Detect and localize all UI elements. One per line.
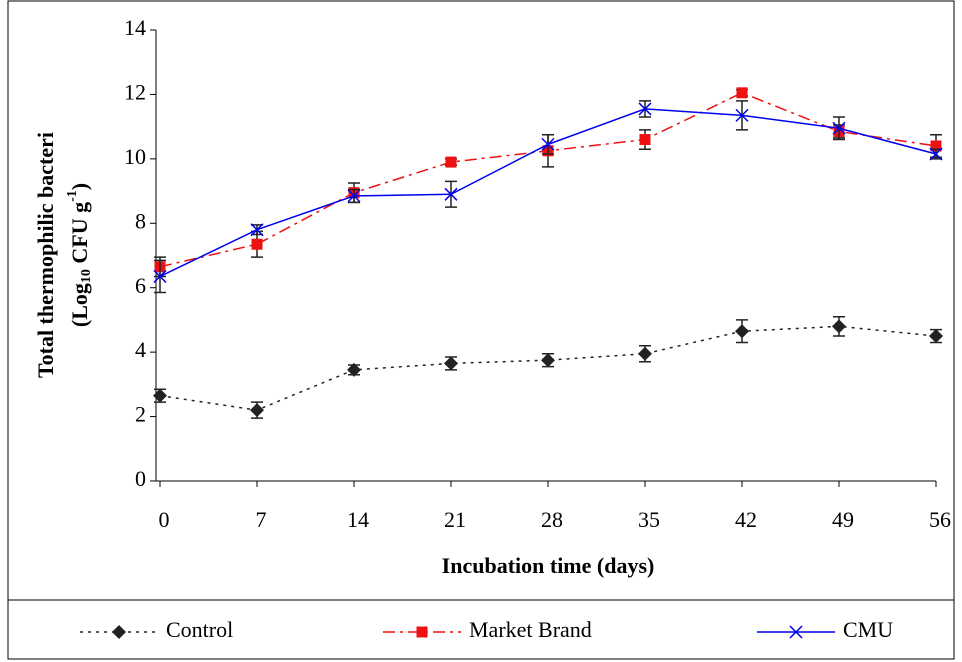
- series-line: [159, 91, 937, 268]
- marker: [251, 238, 263, 250]
- x-tick-label: 56: [929, 507, 951, 532]
- x-tick-label: 0: [159, 507, 170, 532]
- y-title-sup: -1: [65, 190, 80, 202]
- marker: [638, 346, 652, 361]
- y-tick-label: 10: [124, 144, 146, 169]
- marker: [541, 137, 555, 151]
- legend-marker: [416, 626, 428, 638]
- x-tick-label: 35: [638, 507, 660, 532]
- marker: [541, 353, 555, 368]
- marker: [153, 388, 167, 403]
- marker: [444, 356, 458, 371]
- y-tick-label: 12: [124, 79, 146, 104]
- y-tick-label: 4: [135, 337, 146, 362]
- y-tick-label: 8: [135, 208, 146, 233]
- marker: [444, 187, 458, 201]
- marker: [347, 189, 361, 203]
- y-title-part: ): [67, 183, 92, 190]
- y-title-part: CFU g: [67, 202, 92, 269]
- y-title-sub: 10: [79, 269, 94, 283]
- legend-marker: [112, 625, 126, 639]
- marker: [832, 319, 846, 334]
- marker: [250, 403, 264, 418]
- marker: [250, 223, 264, 237]
- marker: [638, 102, 652, 116]
- series-line: [159, 325, 937, 411]
- y-axis-title-2: (Log10 CFU g-1): [65, 183, 94, 327]
- legend-label: Control: [166, 617, 233, 642]
- x-tick-label: 7: [256, 507, 267, 532]
- y-tick-label: 0: [135, 466, 146, 491]
- marker: [153, 269, 167, 283]
- y-tick-label: 6: [135, 273, 146, 298]
- legend-label: CMU: [843, 617, 893, 642]
- x-tick-label: 49: [832, 507, 854, 532]
- marker: [930, 140, 942, 152]
- marker: [735, 108, 749, 122]
- marker: [347, 362, 361, 377]
- y-axis-title: Total thermophilic bacteri: [33, 132, 58, 378]
- marker: [735, 324, 749, 339]
- x-axis-title: Incubation time (days): [442, 553, 655, 578]
- marker: [736, 87, 748, 99]
- y-tick-label: 2: [135, 402, 146, 427]
- x-tick-label: 14: [347, 507, 369, 532]
- y-title-part: (Log: [67, 283, 92, 327]
- y-tick-label: 14: [124, 15, 146, 40]
- x-tick-label: 28: [541, 507, 563, 532]
- legend-marker: [789, 625, 803, 639]
- marker: [639, 134, 651, 146]
- marker: [445, 156, 457, 168]
- legend-label: Market Brand: [469, 617, 592, 642]
- chart-border: [7, 0, 955, 660]
- marker: [929, 329, 943, 344]
- x-tick-label: 21: [444, 507, 466, 532]
- marker: [832, 121, 846, 135]
- marker: [929, 147, 943, 161]
- x-tick-label: 42: [735, 507, 757, 532]
